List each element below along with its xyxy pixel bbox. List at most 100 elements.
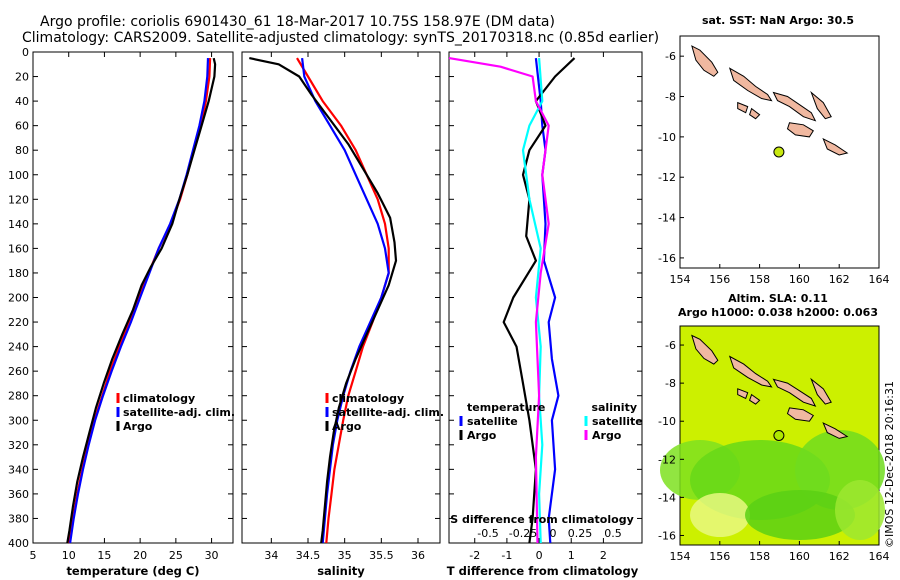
- series-line-argo: [66, 57, 217, 544]
- island-outline: [691, 334, 719, 365]
- inner-s-tick-label: 0: [550, 527, 557, 540]
- legend-label: Argo: [332, 420, 362, 433]
- island-outline: [737, 101, 749, 114]
- map-x-tick-label: 154: [670, 273, 691, 286]
- map-y-tick-label: -16: [658, 529, 676, 542]
- series-line-salinity-satellite: [521, 58, 544, 544]
- y-tick-label: 200: [8, 292, 29, 305]
- x-tick-label: 1: [568, 549, 575, 562]
- series-line-temperature-argo: [502, 57, 576, 544]
- y-tick-label: 120: [8, 193, 29, 206]
- sla-field-blob: [690, 493, 750, 537]
- y-tick-label: 360: [8, 488, 29, 501]
- island-outline: [728, 67, 773, 102]
- legend-label: satellite-adj. clim.: [332, 406, 444, 419]
- legend-label: climatology: [123, 392, 195, 405]
- legend-label: satellite: [467, 415, 518, 428]
- x-tick-label: 15: [97, 549, 111, 562]
- map-x-tick-label: 156: [709, 273, 730, 286]
- argo-float-marker: [773, 146, 785, 158]
- y-tick-label: 180: [8, 267, 29, 280]
- map-x-tick-label: 158: [749, 550, 770, 563]
- x-tick-label: 25: [169, 549, 183, 562]
- y-tick-label: 320: [8, 439, 29, 452]
- x-tick-label: 10: [62, 549, 76, 562]
- x-axis-label: salinity: [317, 564, 365, 578]
- x-tick-label: 0: [536, 549, 543, 562]
- x-axis-label: temperature (deg C): [66, 564, 199, 578]
- y-tick-label: 280: [8, 390, 29, 403]
- inner-s-tick-label: 0.5: [604, 527, 622, 540]
- map-x-tick-label: 162: [829, 550, 850, 563]
- plot-frame-difference: [448, 51, 643, 544]
- map-y-tick-label: -6: [665, 50, 676, 63]
- inner-s-axis-label: S difference from climatology: [450, 513, 634, 526]
- figure-title-line1: Argo profile: coriolis 6901430_61 18-Mar…: [40, 14, 555, 30]
- x-tick-label: -2: [469, 549, 480, 562]
- island-outline: [691, 45, 719, 77]
- y-tick-label: 140: [8, 218, 29, 231]
- map-y-tick-label: -16: [658, 252, 676, 265]
- y-tick-label: 260: [8, 365, 29, 378]
- y-tick-label: 380: [8, 512, 29, 525]
- plot-frame-temperature: [32, 51, 234, 544]
- map-y-tick-label: -10: [658, 415, 676, 428]
- map-y-tick-label: -6: [665, 339, 676, 352]
- x-tick-label: 30: [205, 549, 219, 562]
- y-tick-label: 0: [22, 46, 29, 59]
- y-tick-label: 20: [15, 71, 29, 84]
- legend-label: satellite: [592, 415, 643, 428]
- map-x-tick-label: 160: [789, 550, 810, 563]
- sst-map-title: sat. SST: NaN Argo: 30.5: [702, 14, 854, 27]
- map-x-tick-label: 164: [869, 550, 890, 563]
- island-outline: [772, 91, 817, 122]
- x-tick-label: 35.5: [369, 549, 394, 562]
- island-outline: [810, 377, 832, 405]
- legend-label: satellite-adj. clim.: [123, 406, 235, 419]
- map-x-tick-label: 156: [709, 550, 730, 563]
- sla-map-title: Altim. SLA: 0.11: [728, 292, 828, 305]
- map-x-tick-label: 162: [829, 273, 850, 286]
- legend-label: Argo: [123, 420, 153, 433]
- legend-label: climatology: [332, 392, 404, 405]
- island-outline: [749, 107, 761, 120]
- x-axis-label: T difference from climatology: [447, 564, 639, 578]
- imos-credit: ©IMOS 12-Dec-2018 20:16:31: [883, 381, 896, 548]
- legend-label: Argo: [467, 429, 497, 442]
- series-line-satellite-adj-clim-: [301, 57, 390, 544]
- island-outline: [728, 355, 773, 388]
- y-tick-label: 60: [15, 120, 29, 133]
- sla-field-blob: [745, 490, 855, 540]
- map-y-tick-label: -14: [658, 491, 676, 504]
- y-tick-label: 80: [15, 144, 29, 157]
- x-tick-label: 20: [133, 549, 147, 562]
- island-outline: [810, 90, 832, 120]
- y-tick-label: 240: [8, 341, 29, 354]
- x-tick-label: 36: [411, 549, 425, 562]
- island-outline: [786, 122, 814, 138]
- series-line-argo: [249, 57, 398, 544]
- island-outline: [822, 422, 849, 439]
- map-y-tick-label: -10: [658, 131, 676, 144]
- inner-s-tick-label: -0.5: [477, 527, 498, 540]
- y-tick-label: 160: [8, 242, 29, 255]
- x-tick-label: 2: [600, 549, 607, 562]
- map-y-tick-label: -12: [658, 171, 676, 184]
- map-x-tick-label: 160: [789, 273, 810, 286]
- y-tick-label: 40: [15, 95, 29, 108]
- x-tick-label: -1: [501, 549, 512, 562]
- map-y-tick-label: -8: [665, 91, 676, 104]
- x-tick-label: 5: [30, 549, 37, 562]
- legend-heading-salinity: salinity: [591, 401, 637, 414]
- island-outline: [772, 378, 817, 407]
- legend-label: Argo: [592, 429, 622, 442]
- series-line-satellite-adj-clim-: [69, 58, 210, 544]
- argo-float-marker: [773, 430, 785, 441]
- island-outline: [748, 393, 761, 405]
- y-tick-label: 100: [8, 169, 29, 182]
- map-y-tick-label: -14: [658, 212, 676, 225]
- y-tick-label: 340: [8, 463, 29, 476]
- island-outline: [822, 137, 849, 156]
- island-outline: [737, 388, 749, 400]
- series-line-temperature-satellite: [534, 57, 560, 544]
